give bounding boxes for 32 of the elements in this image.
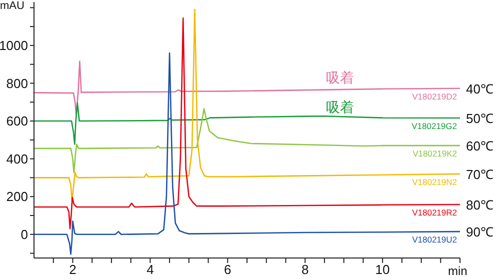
- x-tick-label: 10: [375, 262, 390, 278]
- y-tick-label: 200: [6, 189, 28, 204]
- line-series: [34, 17, 460, 230]
- annotation: V180219N2: [412, 176, 458, 187]
- annotation: 吸着: [326, 69, 354, 86]
- annotation: V180219R2: [412, 208, 458, 218]
- x-tick-label: 6: [224, 262, 232, 278]
- series-label: 80℃: [466, 198, 494, 213]
- annotation: V180219U2: [412, 234, 458, 245]
- series-label: 60℃: [466, 138, 494, 154]
- annotation: V180219D2: [412, 91, 458, 102]
- series-label: 70℃: [466, 166, 494, 182]
- line-series: [34, 8, 460, 202]
- x-tick-label: 8: [301, 262, 309, 278]
- line-series: [34, 102, 460, 145]
- y-tick-label: 400: [6, 151, 28, 166]
- x-axis-title: min: [448, 264, 468, 278]
- line-series: [34, 60, 460, 116]
- series-label: 90℃: [466, 224, 494, 240]
- x-tick-label: 4: [146, 262, 154, 278]
- y-tick-label: 800: [6, 76, 28, 91]
- line-series: [34, 52, 460, 255]
- y-tick-label: 0: [20, 227, 28, 242]
- annotation: 吸着: [326, 99, 354, 116]
- y-tick-label: 600: [6, 114, 28, 129]
- x-tick-label: 2: [69, 262, 76, 278]
- y-tick-label: 1000: [0, 38, 28, 54]
- series-label: 50℃: [466, 111, 494, 126]
- annotation: V180219K2: [412, 148, 458, 159]
- y-axis-title: mAU: [0, 0, 24, 12]
- series-label: 40℃: [466, 81, 494, 96]
- annotation: V180219G2: [412, 121, 458, 132]
